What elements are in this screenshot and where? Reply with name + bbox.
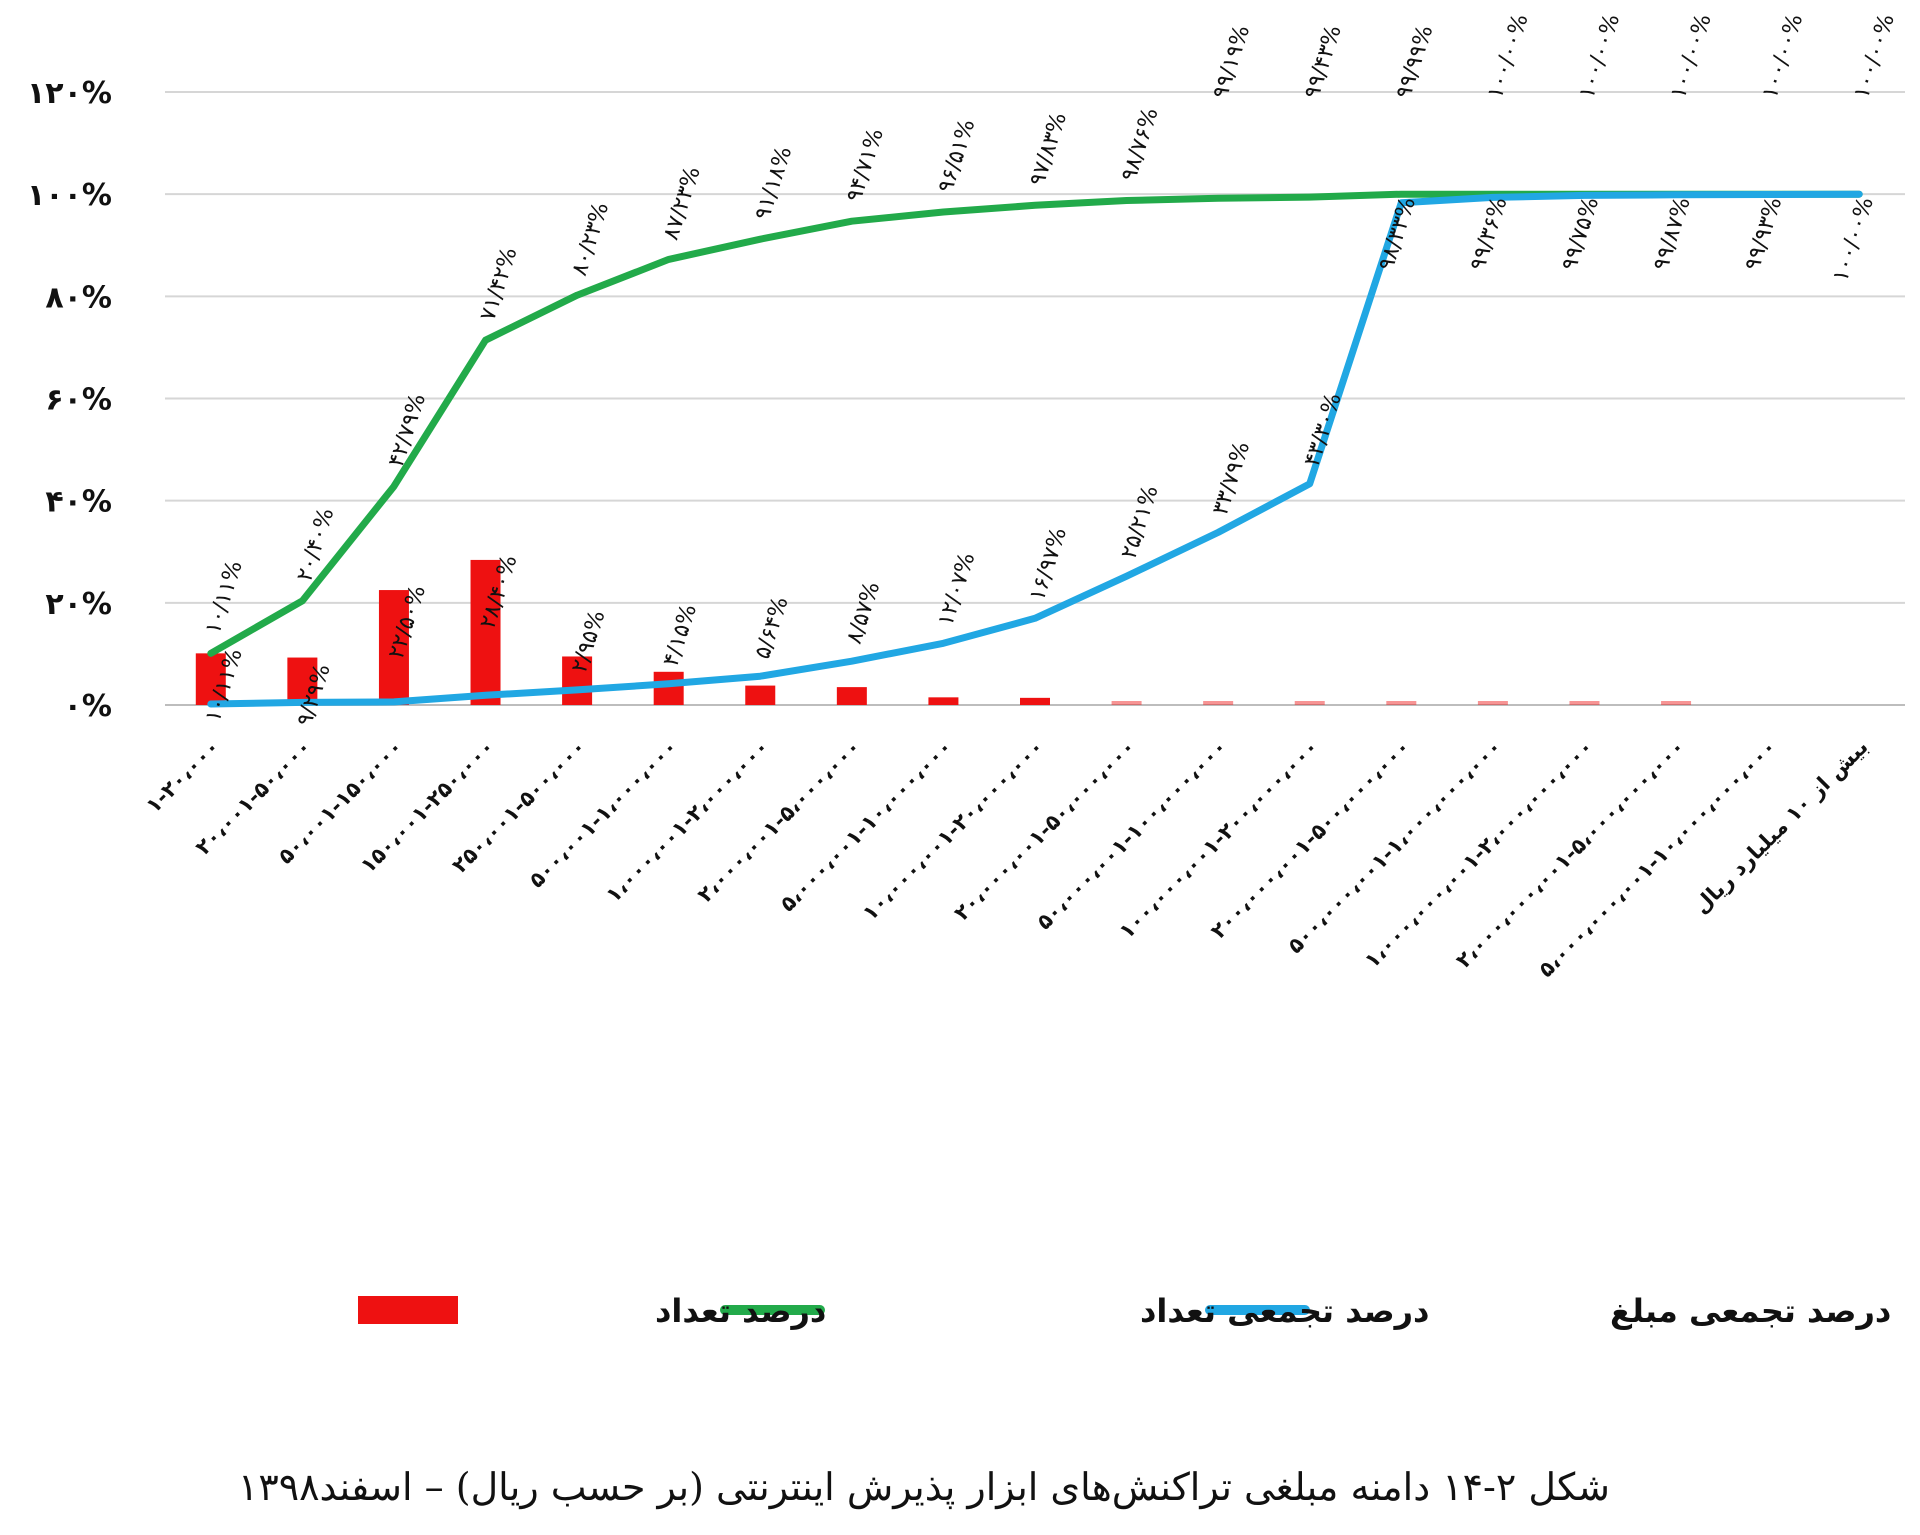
data-label: ۵/۶۴%: [750, 594, 793, 662]
y-tick-label: ۸۰%: [45, 280, 112, 315]
data-label: ۹۷/۸۳%: [1025, 109, 1072, 189]
data-label: ۲/۹۵%: [567, 607, 610, 675]
x-tick-label: ۲۰۰،۰۰۰،۰۰۱-۵۰۰،۰۰۰،۰۰۰: [1206, 735, 1415, 944]
series-line: [207, 190, 1863, 708]
data-label: ۸۰/۲۳%: [567, 199, 614, 279]
data-label: ۹۹/۱۹%: [1208, 22, 1255, 102]
bar: [470, 559, 501, 705]
legend-label: درصد تجمعی مبلغ: [1610, 1292, 1891, 1330]
data-label: ۹۹/۳۶%: [1465, 194, 1512, 274]
data-label: ۳۳/۷۹%: [1208, 439, 1255, 519]
data-label: ۴۳/۳۰%: [1300, 390, 1347, 470]
bar: [562, 656, 593, 705]
data-label: ۱۰۰/۰۰%: [1574, 11, 1625, 102]
data-label: ۱۶/۹۷%: [1025, 525, 1072, 605]
data-label: ۱۰/۱۱%: [201, 558, 248, 638]
bar: [378, 590, 409, 705]
bar: [745, 685, 776, 705]
legend: درصد تجمعی مبلغ درصد تجمعی تعداد درصد تعدا…: [358, 1292, 1891, 1330]
x-tick-label: بیش از ۱۰ میلیارد ریال: [1689, 735, 1873, 919]
y-tick-label: ۱۲۰%: [27, 76, 112, 111]
line-series: [207, 190, 1863, 708]
data-label: ۹۴/۷۱%: [842, 125, 889, 205]
y-axis-ticks: ۰% ۲۰% ۴۰% ۶۰% ۸۰% ۱۰۰% ۱۲۰%: [27, 76, 112, 724]
legend-label: درصد تعداد: [655, 1292, 826, 1330]
data-label: ۲۰/۴۰%: [292, 505, 339, 585]
x-axis-ticks: ۱-۲۰،۰۰۰۲۰،۰۰۱-۵۰،۰۰۰۵۰،۰۰۱-۱۵۰،۰۰۰۱۵۰،۰…: [141, 735, 1873, 982]
data-label: ۷۱/۴۲%: [475, 244, 522, 324]
figure-caption: شکل ۲-۱۴ دامنه مبلغی تراکنش‌های ابزار پذ…: [237, 1465, 1610, 1509]
y-tick-label: ۴۰%: [45, 485, 112, 520]
bar: [195, 653, 226, 705]
data-label: ۹۹/۹۳%: [1740, 194, 1787, 274]
y-tick-label: ۲۰%: [45, 587, 112, 622]
data-label: ۹۹/۹۹%: [1391, 22, 1438, 102]
bar: [1386, 701, 1417, 705]
data-label: ۹۹/۷۵%: [1557, 194, 1604, 274]
bar: [1569, 701, 1600, 705]
bar: [287, 657, 318, 705]
data-label: ۱۲/۰۷%: [933, 550, 980, 630]
data-label: ۹۹/۴۳%: [1300, 22, 1347, 102]
y-tick-label: ۰%: [64, 689, 112, 724]
data-label: ۲۵/۲۱%: [1117, 482, 1164, 562]
bar: [836, 687, 867, 705]
data-label: ۱۰۰/۰۰%: [1758, 11, 1809, 102]
data-label: ۹۸/۳۳%: [1374, 194, 1421, 274]
bar: [1661, 701, 1692, 705]
x-tick-label: ۲۰،۰۰۰،۰۰۱-۵۰،۰۰۰،۰۰۰: [949, 735, 1140, 926]
bar: [1203, 701, 1234, 705]
bar: [1111, 701, 1142, 705]
data-label: ۹۶/۵۱%: [933, 116, 980, 196]
x-tick-label: ۵۰،۰۰۰،۰۰۱-۱۰۰،۰۰۰،۰۰۰: [1032, 735, 1232, 935]
x-tick-label: ۵،۰۰۰،۰۰۱-۱۰،۰۰۰،۰۰۰: [775, 735, 957, 917]
x-tick-label: ۱۰،۰۰۰،۰۰۱-۲۰،۰۰۰،۰۰۰: [858, 735, 1049, 926]
x-tick-label: ۵۰۰،۰۰۱-۱،۰۰۰،۰۰۰: [524, 735, 682, 893]
data-label: ۸۷/۲۳%: [659, 164, 706, 244]
data-label: ۹۹/۸۷%: [1649, 194, 1696, 274]
x-tick-label: ۱،۰۰۰،۰۰۱-۲،۰۰۰،۰۰۰: [601, 735, 774, 908]
data-labels: ۱۰/۱۱% ۹/۲۹%۲۲/۵۰% ۲۸/۴۰%۱۰/۱۱%۲۰/۴۰%۴۲/۷۹…: [201, 11, 1900, 729]
bar: [1020, 697, 1050, 705]
legend-label: درصد تجمعی تعداد: [1140, 1292, 1429, 1330]
bar: [928, 697, 959, 705]
data-label: ۱۰۰/۰۰%: [1666, 11, 1717, 102]
bar: [1477, 701, 1508, 705]
data-label: ۹۸/۷۶%: [1117, 105, 1164, 185]
data-label: ۹۱/۱۸%: [750, 143, 797, 223]
bar: [653, 671, 684, 705]
data-label: ۸/۵۷%: [842, 579, 885, 647]
bar: [1294, 701, 1325, 705]
legend-swatch: [358, 1296, 458, 1324]
x-tick-label: ۱-۲۰،۰۰۰: [141, 735, 224, 818]
x-tick-label: ۱۰۰،۰۰۰،۰۰۱-۲۰۰،۰۰۰،۰۰۰: [1114, 735, 1323, 944]
grid-lines: [165, 91, 1905, 706]
data-label: ۱۰۰/۰۰%: [1828, 194, 1879, 285]
data-label: ۱۰۰/۰۰%: [1483, 11, 1534, 102]
chart: ۰%۲۰%۴۰%۶۰%۸۰%۱۰۰%۱۲۰% ۱۰/۱۱% ۹/۲۹%۲۲/۵۰%…: [27, 11, 1905, 1330]
y-tick-label: ۱۰۰%: [27, 178, 112, 213]
x-tick-label: ۲،۰۰۰،۰۰۱-۵،۰۰۰،۰۰۰: [693, 735, 866, 908]
data-label: ۴/۱۵%: [659, 601, 702, 669]
y-tick-label: ۶۰%: [45, 383, 112, 418]
bar-series: [195, 559, 1692, 705]
data-label: ۴۲/۷۹%: [384, 391, 431, 471]
data-label: ۱۰۰/۰۰%: [1849, 11, 1900, 102]
